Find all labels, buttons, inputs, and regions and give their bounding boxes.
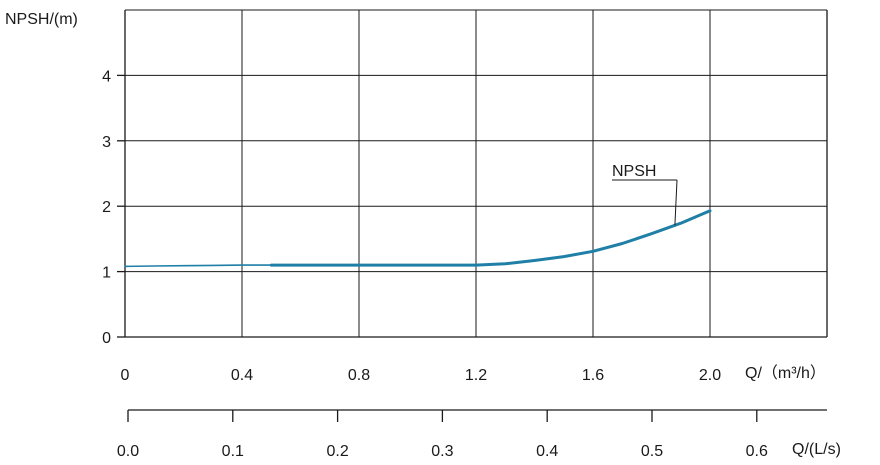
x-axis-label-secondary: Q/(L/s)	[792, 441, 841, 458]
series-line-npsh-low	[124, 264, 273, 268]
x-tick-label: 1.2	[465, 367, 487, 384]
x-tick-label: 2.0	[699, 367, 721, 384]
secondary-x-tick-label: 0.3	[431, 443, 453, 460]
secondary-x-tick-label: 0.0	[117, 443, 139, 460]
y-tick-label: 2	[102, 199, 111, 216]
y-tick-label: 4	[102, 68, 111, 85]
x-axis-label-primary: Q/（m³/h）	[745, 364, 826, 382]
series-label-npsh: NPSH	[612, 163, 656, 180]
y-tick-label: 3	[102, 134, 111, 151]
y-tick-label: 0	[102, 330, 111, 347]
secondary-x-tick-label: 0.2	[326, 443, 348, 460]
series-line-npsh	[269, 209, 712, 267]
secondary-x-tick-label: 0.5	[641, 443, 663, 460]
x-tick-label: 0.8	[348, 367, 370, 384]
x-axis-primary: 0 0.4 0.8 1.2 1.6 2.0	[121, 367, 722, 384]
secondary-x-tick-label: 0.1	[222, 443, 244, 460]
x-tick-label: 0.4	[231, 367, 253, 384]
plot-frame	[124, 10, 828, 338]
series-label-leader	[674, 179, 678, 226]
series-layer	[124, 179, 712, 268]
y-axis-label: NPSH/(m)	[5, 11, 78, 28]
grid	[125, 9, 827, 337]
y-axis: 0 1 2 3 4	[102, 68, 125, 347]
x-tick-label: 1.6	[582, 367, 604, 384]
secondary-x-tick-label: 0.6	[746, 443, 768, 460]
secondary-x-tick-label: 0.4	[536, 443, 558, 460]
x-axis-secondary: 0.0 0.1 0.2 0.3 0.4 0.5 0.6	[117, 409, 827, 460]
y-tick-label: 1	[102, 265, 111, 282]
x-tick-label: 0	[121, 367, 130, 384]
